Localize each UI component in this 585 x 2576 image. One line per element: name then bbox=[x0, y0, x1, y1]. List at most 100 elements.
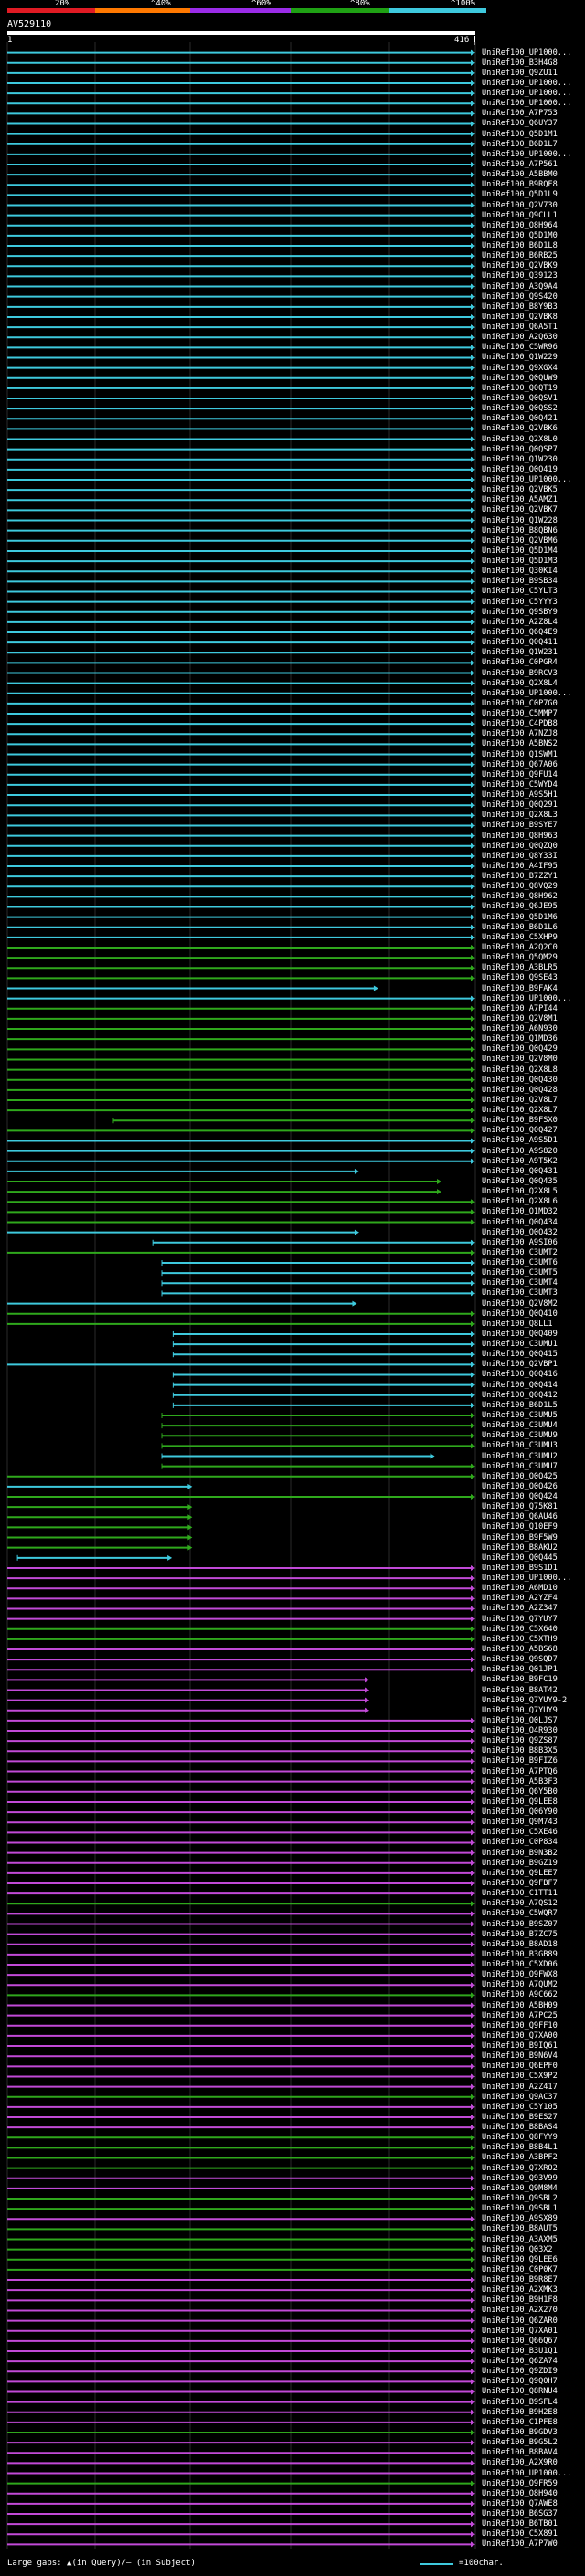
hit-label[interactable]: UniRef100_B6SG37 bbox=[482, 2509, 558, 2519]
hit-label[interactable]: UniRef100_B9N6V4 bbox=[482, 2051, 558, 2062]
hit-label[interactable]: UniRef100_Q0Q411 bbox=[482, 638, 558, 648]
hit-label[interactable]: UniRef100_Q2VBP1 bbox=[482, 1360, 558, 1370]
hit-row[interactable] bbox=[161, 1443, 475, 1449]
hit-label[interactable]: UniRef100_Q0Q432 bbox=[482, 1227, 558, 1237]
hit-label[interactable]: UniRef100_A2Z417 bbox=[482, 2082, 558, 2092]
hit-row[interactable] bbox=[7, 2287, 475, 2294]
hit-row[interactable] bbox=[7, 2094, 475, 2100]
hit-label[interactable]: UniRef100_B8AD18 bbox=[482, 1939, 558, 1949]
hit-label[interactable]: UniRef100_A5BH09 bbox=[482, 2000, 558, 2010]
hit-label[interactable]: UniRef100_Q5D1M6 bbox=[482, 912, 558, 922]
hit-label[interactable]: UniRef100_Q0Q445 bbox=[482, 1553, 558, 1563]
hit-label[interactable]: UniRef100_A5BS68 bbox=[482, 1644, 558, 1654]
hit-label[interactable]: UniRef100_Q9FU14 bbox=[482, 769, 558, 779]
hit-row[interactable] bbox=[7, 2541, 475, 2548]
hit-label[interactable]: UniRef100_Q2V8L7 bbox=[482, 1095, 558, 1105]
hit-row[interactable] bbox=[7, 2165, 475, 2171]
hit-row[interactable] bbox=[7, 1209, 475, 1215]
hit-label[interactable]: UniRef100_C3UMU2 bbox=[482, 1451, 558, 1461]
hit-row[interactable] bbox=[7, 1931, 475, 1937]
hit-label[interactable]: UniRef100_B9FC19 bbox=[482, 1675, 558, 1685]
hit-row[interactable] bbox=[7, 2114, 475, 2120]
hit-label[interactable]: UniRef100_Q2VBM6 bbox=[482, 535, 558, 546]
hit-row[interactable] bbox=[7, 1707, 370, 1713]
hit-row[interactable] bbox=[7, 80, 475, 86]
hit-label[interactable]: UniRef100_Q7YUY9 bbox=[482, 1705, 558, 1715]
hit-row[interactable] bbox=[7, 2359, 475, 2365]
hit-row[interactable] bbox=[7, 2521, 475, 2528]
hit-row[interactable] bbox=[7, 1585, 475, 1592]
hit-label[interactable]: UniRef100_A7PTQ6 bbox=[482, 1766, 558, 1776]
hit-row[interactable] bbox=[7, 1911, 475, 1917]
hit-label[interactable]: UniRef100_Q93V99 bbox=[482, 2173, 558, 2183]
hit-label[interactable]: UniRef100_C3UMU7 bbox=[482, 1461, 558, 1471]
hit-row[interactable] bbox=[7, 2266, 475, 2273]
hit-row[interactable] bbox=[7, 975, 475, 981]
hit-label[interactable]: UniRef100_B3H4G8 bbox=[482, 58, 558, 68]
hit-row[interactable] bbox=[7, 609, 475, 615]
hit-label[interactable]: UniRef100_Q9SE43 bbox=[482, 973, 558, 983]
hit-row[interactable] bbox=[7, 192, 475, 198]
hit-label[interactable]: UniRef100_UP1000... bbox=[482, 475, 572, 485]
hit-label[interactable]: UniRef100_Q1W231 bbox=[482, 648, 558, 658]
hit-row[interactable] bbox=[7, 375, 475, 381]
hit-row[interactable] bbox=[7, 232, 475, 239]
hit-row[interactable] bbox=[7, 812, 475, 819]
hit-row[interactable] bbox=[7, 2500, 475, 2507]
hit-label[interactable]: UniRef100_A9T5K2 bbox=[482, 1156, 558, 1166]
hit-row[interactable] bbox=[7, 670, 475, 676]
hit-row[interactable] bbox=[7, 1219, 475, 1225]
hit-row[interactable] bbox=[7, 172, 475, 178]
hit-row[interactable] bbox=[172, 1382, 475, 1388]
hit-row[interactable] bbox=[7, 1300, 357, 1307]
hit-label[interactable]: UniRef100_B7ZZY1 bbox=[482, 872, 558, 882]
hit-row[interactable] bbox=[7, 2277, 475, 2284]
hit-row[interactable] bbox=[7, 517, 475, 524]
hit-label[interactable]: UniRef100_Q1W229 bbox=[482, 353, 558, 363]
hit-label[interactable]: UniRef100_Q9SBY9 bbox=[482, 607, 558, 617]
hit-label[interactable]: UniRef100_Q2VBK7 bbox=[482, 505, 558, 515]
hit-row[interactable] bbox=[7, 90, 475, 97]
hit-label[interactable]: UniRef100_B9RCV3 bbox=[482, 668, 558, 678]
hit-label[interactable]: UniRef100_Q9LEE6 bbox=[482, 2254, 558, 2264]
hit-row[interactable] bbox=[7, 273, 475, 280]
hit-row[interactable] bbox=[7, 1880, 475, 1886]
hit-row[interactable] bbox=[152, 1239, 475, 1246]
hit-row[interactable] bbox=[7, 2440, 475, 2446]
hit-row[interactable] bbox=[7, 1320, 475, 1327]
hit-label[interactable]: UniRef100_C3UMU4 bbox=[482, 1421, 558, 1431]
hit-label[interactable]: UniRef100_Q7XA01 bbox=[482, 2326, 558, 2336]
hit-row[interactable] bbox=[7, 1564, 475, 1571]
hit-row[interactable] bbox=[7, 1646, 475, 1652]
hit-label[interactable]: UniRef100_UP1000... bbox=[482, 688, 572, 698]
hit-label[interactable]: UniRef100_B9FSX0 bbox=[482, 1116, 558, 1126]
hit-row[interactable] bbox=[7, 1015, 475, 1022]
hit-row[interactable] bbox=[7, 1504, 193, 1511]
hit-row[interactable] bbox=[7, 2185, 475, 2191]
hit-label[interactable]: UniRef100_Q2VBK9 bbox=[482, 261, 558, 271]
hit-label[interactable]: UniRef100_A7PC25 bbox=[482, 2010, 558, 2020]
hit-label[interactable]: UniRef100_Q01JP1 bbox=[482, 1665, 558, 1675]
hit-row[interactable] bbox=[7, 395, 475, 401]
hit-label[interactable]: UniRef100_A2Z347 bbox=[482, 1604, 558, 1614]
hit-label[interactable]: UniRef100_B8B4L1 bbox=[482, 2143, 558, 2153]
hit-label[interactable]: UniRef100_Q2V8M0 bbox=[482, 1055, 558, 1065]
hit-label[interactable]: UniRef100_Q8H964 bbox=[482, 220, 558, 230]
hit-label[interactable]: UniRef100_Q0Q416 bbox=[482, 1370, 558, 1380]
hit-label[interactable]: UniRef100_UP1000... bbox=[482, 78, 572, 88]
hit-label[interactable]: UniRef100_B9RQF8 bbox=[482, 180, 558, 190]
hit-row[interactable] bbox=[7, 1748, 475, 1754]
hit-row[interactable] bbox=[7, 2145, 475, 2151]
hit-row[interactable] bbox=[7, 558, 475, 565]
hit-label[interactable]: UniRef100_C3UMU5 bbox=[482, 1410, 558, 1420]
hit-label[interactable]: UniRef100_Q2VBK6 bbox=[482, 424, 558, 434]
hit-row[interactable] bbox=[7, 385, 475, 391]
hit-label[interactable]: UniRef100_Q0Q429 bbox=[482, 1044, 558, 1055]
hit-label[interactable]: UniRef100_A9S820 bbox=[482, 1146, 558, 1156]
hit-label[interactable]: UniRef100_C0P834 bbox=[482, 1838, 558, 1848]
hit-row[interactable] bbox=[172, 1372, 475, 1378]
hit-row[interactable] bbox=[7, 313, 475, 320]
hit-label[interactable]: UniRef100_Q5D1M3 bbox=[482, 557, 558, 567]
hit-label[interactable]: UniRef100_A7PI44 bbox=[482, 1003, 558, 1013]
hit-row[interactable] bbox=[7, 2511, 475, 2518]
